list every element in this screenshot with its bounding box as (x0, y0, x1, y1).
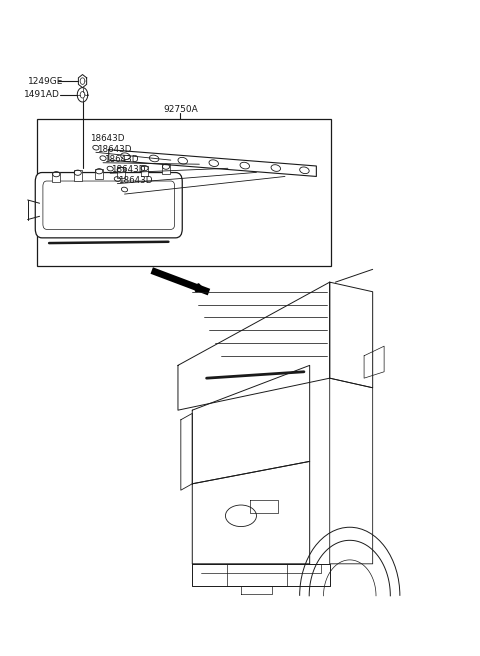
Bar (117, 167, 124, 178)
Text: 1249GE: 1249GE (28, 77, 63, 85)
Bar (162, 164, 170, 174)
FancyBboxPatch shape (35, 173, 182, 238)
Text: 1491AD: 1491AD (24, 91, 60, 99)
Bar (52, 172, 60, 182)
Bar (74, 170, 82, 180)
Text: 18643D: 18643D (90, 134, 124, 143)
Text: 18643D: 18643D (111, 165, 145, 174)
Text: 92750A: 92750A (164, 105, 198, 113)
Bar (37, 119, 331, 266)
Text: 18643D: 18643D (97, 144, 132, 154)
Bar (96, 169, 103, 179)
Bar (141, 165, 148, 176)
Text: 18643D: 18643D (104, 155, 139, 164)
Text: 18643D: 18643D (118, 176, 153, 185)
